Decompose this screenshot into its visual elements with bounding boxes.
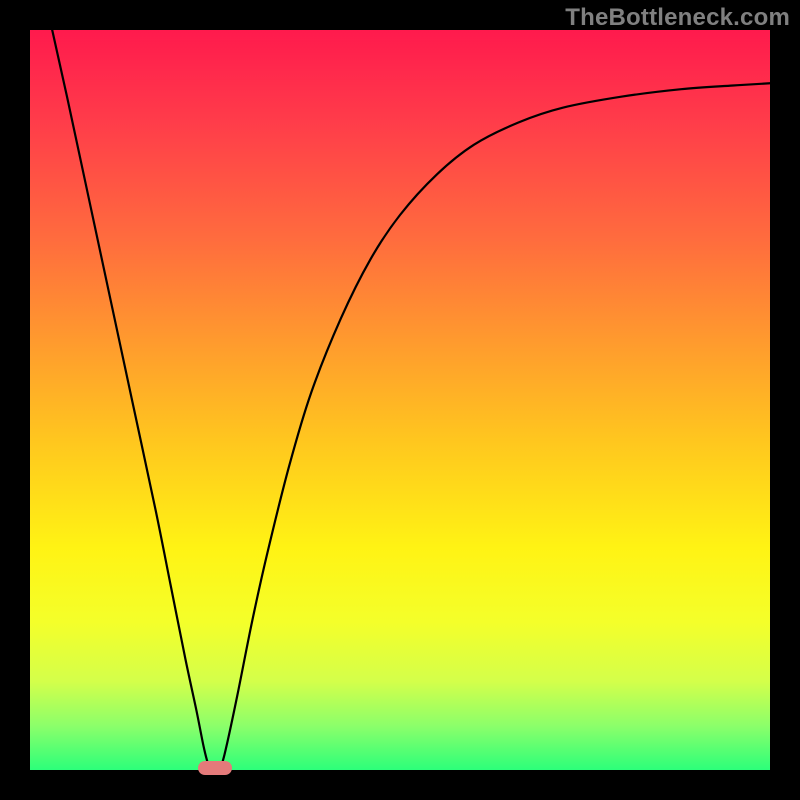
gradient-fill [30, 30, 770, 770]
watermark-text: TheBottleneck.com [565, 4, 790, 32]
gradient-layer [30, 30, 770, 770]
optimum-marker [198, 761, 232, 775]
plot-area [30, 30, 770, 770]
